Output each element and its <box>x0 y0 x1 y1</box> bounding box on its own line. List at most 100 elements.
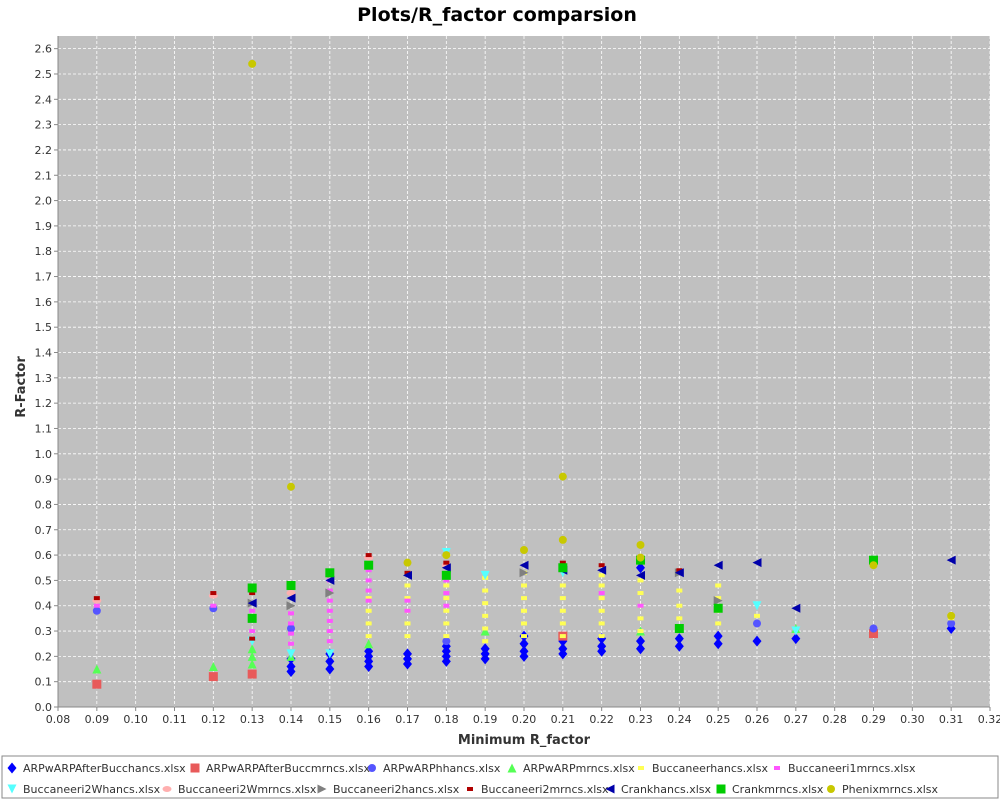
data-point <box>520 546 528 555</box>
data-point <box>676 568 683 573</box>
data-point <box>286 590 296 597</box>
data-point <box>92 664 102 674</box>
legend-marker <box>7 762 17 774</box>
data-point <box>715 583 722 588</box>
y-tick-label: 2.6 <box>35 43 53 56</box>
data-point <box>559 621 566 626</box>
data-point <box>404 598 411 603</box>
data-point <box>597 640 607 652</box>
data-point <box>869 555 878 565</box>
y-tick-label: 1.4 <box>35 347 53 360</box>
legend-label: Buccaneeri2hancs.xlsx <box>333 783 460 796</box>
y-tick-label: 0.8 <box>35 498 53 511</box>
y-tick-label: 2.0 <box>35 195 53 208</box>
x-tick-label: 0.12 <box>201 713 226 726</box>
data-point <box>288 631 294 636</box>
legend-marker <box>7 784 17 794</box>
legend-marker <box>317 784 327 794</box>
data-point <box>288 621 294 626</box>
data-point <box>676 588 683 593</box>
data-point <box>443 583 450 588</box>
x-tick-label: 0.21 <box>551 713 576 726</box>
x-tick-label: 0.25 <box>706 713 731 726</box>
data-point <box>287 482 295 491</box>
data-point <box>521 583 527 588</box>
legend-marker <box>507 763 517 773</box>
data-point <box>713 630 723 642</box>
legend-label: Phenixmrncs.xlsx <box>842 783 938 796</box>
series-5 <box>93 568 644 646</box>
data-point <box>247 644 257 654</box>
data-point <box>637 616 644 621</box>
data-point <box>558 563 568 573</box>
data-point <box>365 588 372 593</box>
data-point <box>482 639 489 644</box>
data-point <box>869 561 878 570</box>
data-point <box>598 634 605 639</box>
data-point <box>598 591 605 596</box>
data-point <box>325 649 335 659</box>
data-point <box>326 618 333 623</box>
legend-marker <box>190 763 200 773</box>
y-tick-label: 2.1 <box>35 169 53 182</box>
x-tick-label: 0.10 <box>123 713 148 726</box>
data-point <box>210 591 217 596</box>
data-point <box>521 608 527 613</box>
data-point <box>208 672 218 682</box>
data-point <box>442 637 451 646</box>
y-tick-label: 2.5 <box>35 68 53 81</box>
axes: 0.08 0.09 0.10 0.11 0.12 0.13 0.14 0.15 0.16 0.17… <box>35 36 1000 726</box>
data-point <box>286 580 296 590</box>
y-tick-label: 1.1 <box>35 422 53 435</box>
data-point <box>715 596 722 601</box>
data-point <box>521 621 527 626</box>
data-point <box>365 568 372 573</box>
x-tick-label: 0.16 <box>356 713 381 726</box>
data-point <box>713 603 723 613</box>
data-point <box>713 560 723 570</box>
legend-marker <box>605 784 615 794</box>
legend-marker <box>368 764 376 772</box>
data-point <box>365 553 372 558</box>
data-point <box>482 601 489 606</box>
x-tick-label: 0.14 <box>279 713 304 726</box>
legend-marker <box>716 784 726 794</box>
x-tick-label: 0.18 <box>434 713 459 726</box>
y-tick-label: 2.3 <box>35 119 53 132</box>
data-point <box>598 596 605 601</box>
data-point <box>597 565 607 575</box>
data-point <box>715 621 722 626</box>
data-point <box>482 588 489 593</box>
data-point <box>480 626 490 636</box>
data-point <box>93 596 100 601</box>
data-point <box>559 608 566 613</box>
data-point <box>326 608 333 613</box>
data-point <box>365 634 372 639</box>
data-point <box>288 611 294 616</box>
x-tick-label: 0.31 <box>939 713 964 726</box>
y-tick-label: 2.4 <box>35 93 53 106</box>
x-tick-label: 0.11 <box>162 713 187 726</box>
x-tick-label: 0.13 <box>240 713 265 726</box>
data-point <box>247 651 257 661</box>
data-point <box>403 648 412 660</box>
data-point <box>521 634 527 639</box>
legend-label: Buccaneerhancs.xlsx <box>652 762 768 775</box>
data-point <box>559 596 566 601</box>
data-point <box>403 570 412 580</box>
data-point <box>480 643 490 655</box>
data-point <box>364 560 374 570</box>
data-point <box>636 635 645 647</box>
data-point <box>753 619 761 628</box>
data-point <box>325 663 335 675</box>
x-tick-label: 0.22 <box>589 713 614 726</box>
legend-label: Crankhancs.xlsx <box>621 783 712 796</box>
data-point <box>248 59 257 68</box>
x-tick-label: 0.23 <box>628 713 653 726</box>
data-point <box>364 639 374 649</box>
data-point <box>443 591 450 596</box>
data-point <box>443 603 450 608</box>
data-point <box>713 638 723 650</box>
legend-marker <box>827 785 835 793</box>
